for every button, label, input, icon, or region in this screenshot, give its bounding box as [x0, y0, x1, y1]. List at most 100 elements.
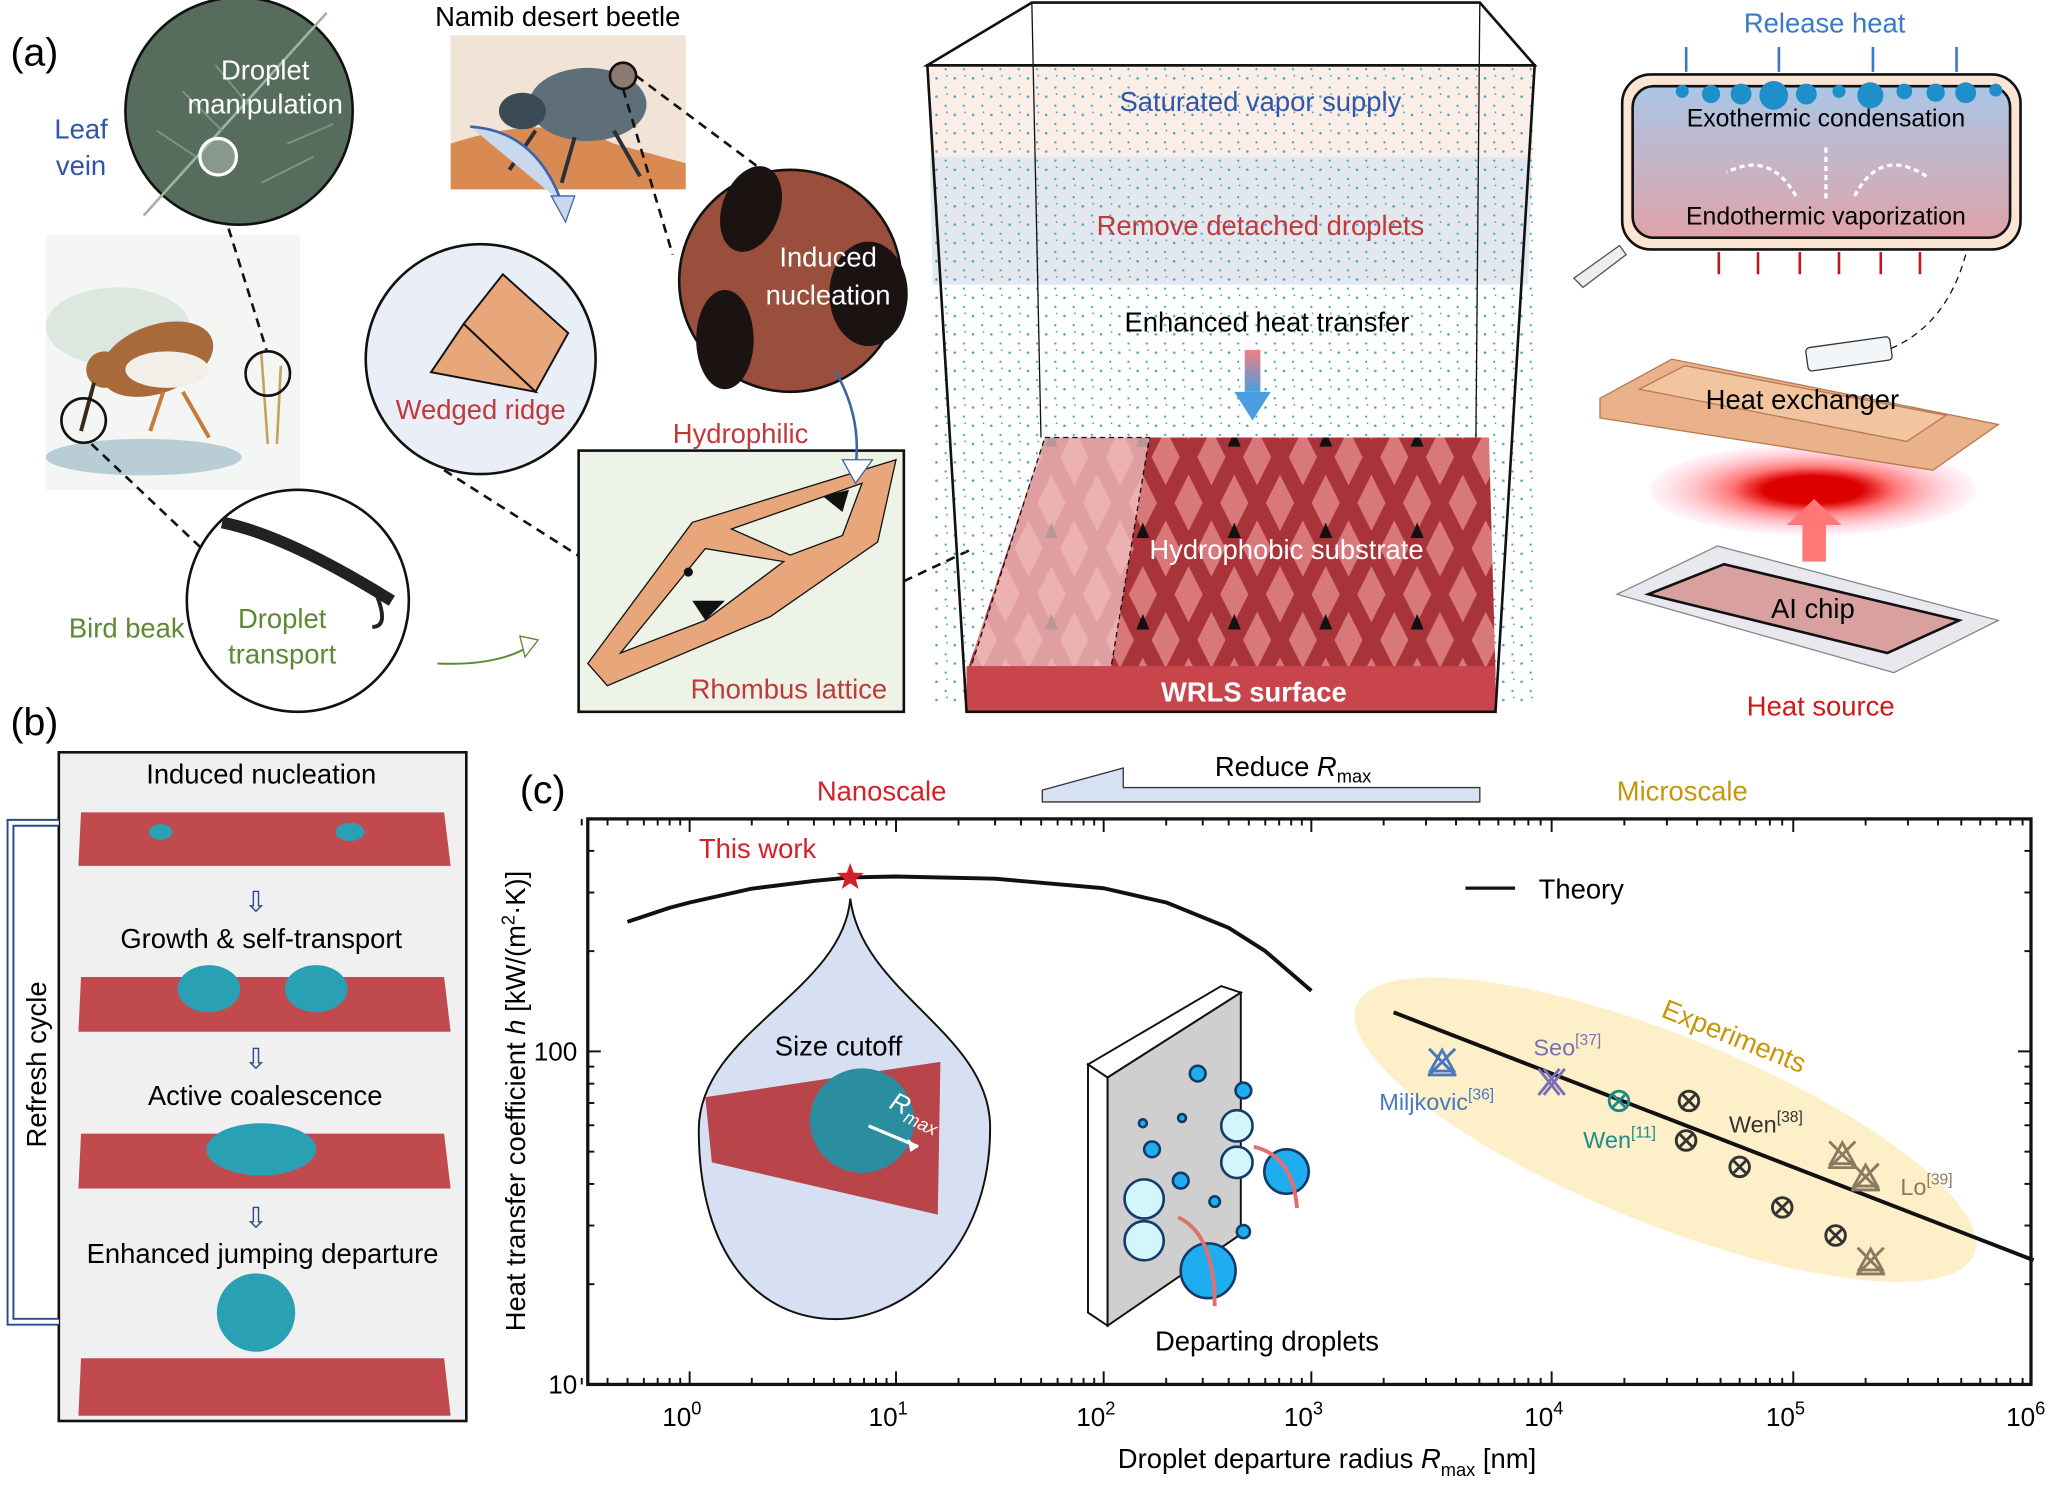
data-point-circle-x: [1607, 1089, 1631, 1113]
curved-arrow-icon: [470, 125, 563, 203]
data-point-triangle-x: [1851, 1162, 1880, 1192]
panel-c-label: (c): [520, 769, 566, 812]
heat-in-arrows-icon: [1717, 252, 1922, 275]
marker-part: [1611, 1093, 1627, 1109]
step-title: Enhanced jumping departure: [87, 1238, 439, 1269]
nanoscale-label: Nanoscale: [817, 776, 947, 807]
step-3: Active coalescence: [78, 1080, 451, 1189]
departing-droplets-inset: Departing droplets: [1086, 985, 1379, 1356]
condensation-label: Exothermic condensation: [1687, 106, 1965, 133]
beak-inset-text-1: Droplet: [238, 603, 327, 634]
marker-part: [1828, 1227, 1844, 1244]
size-cutoff-label: Size cutoff: [775, 1030, 903, 1061]
departing-droplets-label: Departing droplets: [1155, 1325, 1379, 1356]
data-point-circle-x: [1677, 1089, 1701, 1113]
panel-c: (c) Nanoscale Microscale Reduce Rmax Exp…: [498, 751, 2046, 1480]
x-tick-label: 103: [1284, 1397, 1323, 1432]
data-point-circle-x: [1728, 1155, 1751, 1179]
up-arrows-icon: [1684, 47, 1958, 72]
down-arrow-icon: ⇩: [244, 1203, 268, 1235]
bird-beak-label: Bird beak: [69, 612, 185, 643]
marker-part: [1674, 1129, 1698, 1152]
marker-part: [1856, 1246, 1885, 1275]
step-title: Growth & self-transport: [120, 923, 402, 954]
heat-exchanger: Heat exchanger AI chip Heat source: [1599, 336, 2001, 722]
step-2: Growth & self-transport: [78, 923, 451, 1032]
microscale-label: Microscale: [1617, 776, 1748, 807]
series-label: Wen[11]: [1583, 1125, 1656, 1153]
legend-theory-label: Theory: [1539, 874, 1625, 905]
heat-source-label: Heat source: [1747, 691, 1895, 722]
step-title: Active coalescence: [148, 1080, 383, 1111]
data-point-circle-x: [1824, 1224, 1847, 1247]
y-tick-label: 100: [534, 1037, 578, 1067]
experiments-region: [1354, 977, 1977, 1282]
release-heat-label: Release heat: [1744, 8, 1906, 39]
panel-a: (a) Leaf vein Droplet manipulation: [10, 0, 2022, 722]
vaporization-label: Endothermic vaporization: [1686, 204, 1966, 231]
rhombus-lattice-label: Rhombus lattice: [691, 674, 888, 705]
droplet-highlight-icon: [198, 136, 239, 177]
x-tick-label: 106: [2006, 1397, 2045, 1432]
series-label: Wen[38]: [1729, 1109, 1803, 1137]
plot-frame: [586, 817, 2033, 1387]
x-tick-label: 100: [662, 1397, 701, 1432]
series-label: Lo[39]: [1900, 1172, 1952, 1200]
refresh-cycle-label: Refresh cycle: [21, 981, 52, 1147]
marker-part: [1537, 1067, 1566, 1096]
phase-change-cycle: Release heat Exothermic condensation End…: [1572, 8, 2022, 351]
hydrophobic-substrate-label: Hydrophobic substrate: [1149, 534, 1423, 565]
wrls-surface-label: WRLS surface: [1161, 676, 1347, 707]
step-title: Induced nucleation: [146, 759, 376, 790]
data-point-triangle-x: [1827, 1139, 1857, 1170]
y-axis-label: Heat transfer coefficient h [kW/(m2·K)]: [498, 871, 531, 1332]
theory-curve-nanoscale: [626, 874, 1313, 993]
this-work-star: [836, 863, 864, 890]
nucleation-inset: Induced nucleation: [677, 166, 908, 394]
green-arrow-icon: [437, 645, 530, 665]
x-tick-label: 101: [869, 1397, 908, 1432]
wedge-inset: Wedged ridge: [364, 242, 597, 476]
this-work-label: This work: [699, 833, 817, 864]
leaf-inset-text-1: Droplet: [221, 55, 310, 86]
remove-droplets-label: Remove detached droplets: [1097, 210, 1425, 241]
heat-exchanger-label: Heat exchanger: [1706, 384, 1900, 415]
marker-part: [1824, 1224, 1847, 1247]
data-point-triangle-x: [1856, 1246, 1886, 1276]
marker-part: [1677, 1089, 1701, 1113]
hydrophilic-label-1: Hydrophilic: [673, 418, 809, 449]
panel-b: (b) Refresh cycle Induced nucleation ⇩ G…: [6, 701, 468, 1423]
x-tick-label: 105: [1766, 1397, 1805, 1432]
bird-illustration: [45, 235, 301, 490]
data-point-double-x: [1537, 1067, 1566, 1096]
data-point-triangle-x: [1427, 1047, 1457, 1077]
marker-part: [1851, 1162, 1880, 1191]
marker-part: [1427, 1047, 1457, 1076]
heat-transfer-chart: 100 101 102 103 104 105 106 10 100 Miljkovic[36]…: [498, 817, 2045, 1480]
marker-part: [1828, 1139, 1857, 1169]
x-axis-label: Droplet departure radius Rmax [nm]: [1118, 1443, 1536, 1480]
data-point-circle-x: [1770, 1196, 1794, 1219]
down-arrow-icon: ⇩: [244, 1043, 268, 1075]
ai-chip-label: AI chip: [1771, 593, 1855, 624]
leaf-vein-label-1: Leaf: [54, 113, 108, 144]
marker-part: [1732, 1159, 1748, 1175]
vapor-supply-label: Saturated vapor supply: [1119, 86, 1401, 117]
nucleation-text-1: Induced: [779, 241, 877, 272]
reduce-rmax-label: Reduce Rmax: [1215, 751, 1371, 787]
step-4: Enhanced jumping departure: [78, 1238, 451, 1416]
rhombus-lattice-inset: Rhombus lattice: [577, 449, 906, 714]
marker-part: [1728, 1155, 1751, 1179]
series-label: Seo[37]: [1533, 1032, 1601, 1060]
beetle-illustration: [450, 35, 686, 190]
marker-part: [1678, 1132, 1694, 1149]
leaf-vein-label-2: vein: [56, 150, 106, 181]
marker-part: [1770, 1196, 1794, 1219]
beak-inset: Droplet transport: [185, 488, 411, 714]
leaf-inset-text-2: manipulation: [187, 89, 342, 120]
enhanced-heat-transfer-label: Enhanced heat transfer: [1124, 307, 1409, 338]
y-tick-label: 10: [548, 1370, 577, 1400]
size-cutoff-inset: Rmax Size cutoff: [697, 898, 992, 1321]
condensation-chamber: Saturated vapor supply Remove detached d…: [922, 1, 1538, 714]
